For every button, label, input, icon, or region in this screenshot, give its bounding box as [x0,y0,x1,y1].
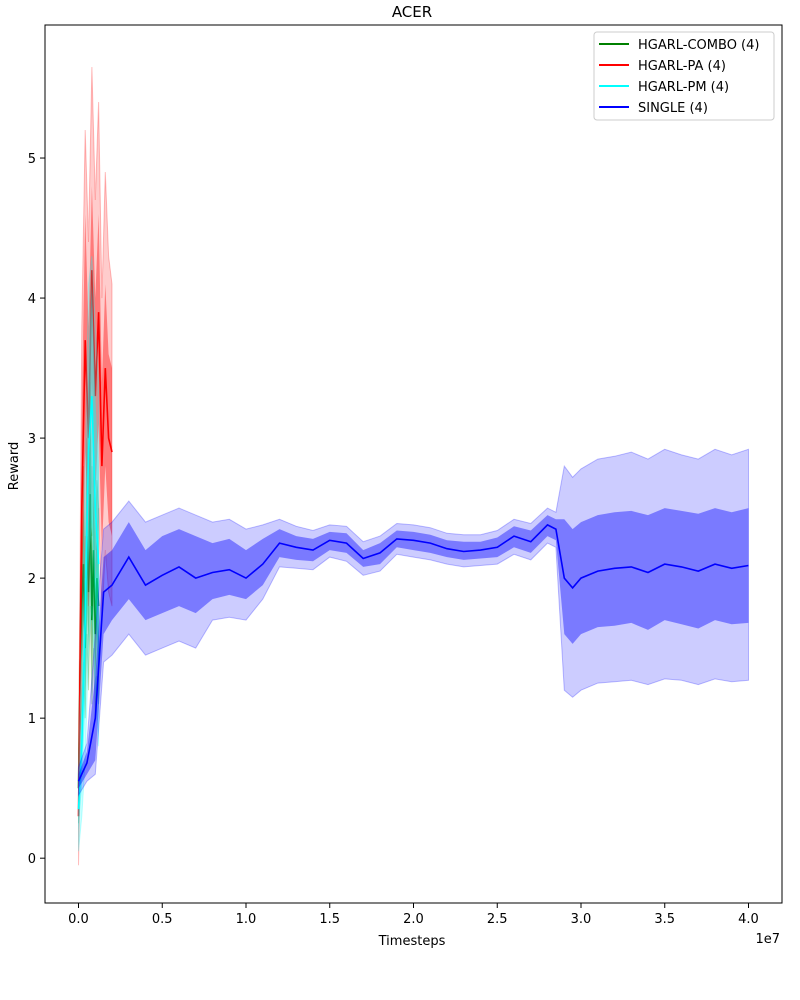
series-1-line [77,270,113,817]
x-axis-offset-label: 1e7 [755,932,780,947]
series-1-outer-band [78,66,113,866]
y-tick-label: 2 [28,572,36,587]
series-2 [77,256,100,852]
x-axis: 0.0 0.5 1.0 1.5 2.0 2.5 3.0 3.5 4.0 [68,903,759,927]
legend-label-3: SINGLE (4) [638,101,708,116]
legend-box [593,31,775,121]
x-tick-label: 2.5 [487,912,508,927]
series-3 [77,448,749,798]
series-2-line [77,396,100,810]
x-tick-label: 4.0 [738,912,759,927]
x-tick-label: 3.0 [571,912,592,927]
x-axis-label: Timesteps [378,934,446,949]
y-axis: 0 1 2 3 4 5 [28,152,45,867]
y-axis-label: Reward [7,442,22,490]
legend-label-0: HGARL-COMBO (4) [638,38,759,53]
y-tick-label: 1 [28,712,36,727]
x-tick-label: 0.5 [152,912,173,927]
y-tick-label: 5 [28,152,36,167]
series-0 [77,382,100,824]
x-tick-label: 1.0 [236,912,257,927]
y-tick-label: 3 [28,432,36,447]
series-0-line [77,494,100,789]
x-tick-label: 2.0 [403,912,424,927]
y-tick-label: 4 [28,292,36,307]
legend-label-1: HGARL-PA (4) [638,59,726,74]
series-3-outer-band [78,448,749,798]
y-tick-label: 0 [28,852,36,867]
series-1 [77,66,113,866]
series-3-line [77,523,749,782]
plot-area [77,66,749,866]
x-tick-label: 1.5 [319,912,340,927]
series-0-inner-band [78,424,99,810]
legend: HGARL-COMBO (4) HGARL-PA (4) HGARL-PM (4) S… [593,31,775,121]
x-tick-label: 0.0 [68,912,89,927]
legend-label-2: HGARL-PM (4) [638,80,729,95]
series-1-inner-band [78,186,112,838]
chart-title: ACER [392,3,432,21]
x-tick-label: 3.5 [654,912,675,927]
